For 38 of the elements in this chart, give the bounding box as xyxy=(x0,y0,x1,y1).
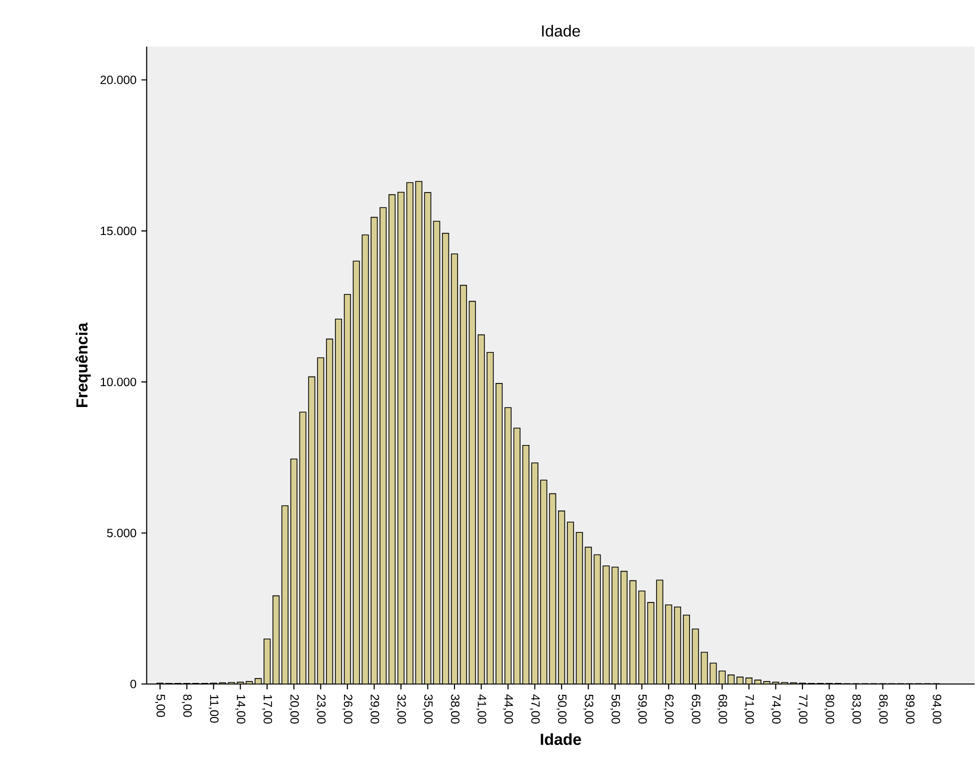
x-tick-label: 74,00 xyxy=(770,694,781,724)
x-axis-title: Idade xyxy=(540,733,582,745)
x-tick-label: 83,00 xyxy=(851,694,861,724)
x-tick-label: 77,00 xyxy=(798,694,808,724)
x-tick-label: 5,00 xyxy=(155,694,166,717)
x-tick-label: 41,00 xyxy=(476,694,486,724)
x-tick-label: 17,00 xyxy=(262,694,272,724)
x-tick-label: 65,00 xyxy=(690,694,700,724)
x-tick-label: 80,00 xyxy=(824,694,834,724)
x-tick-label: 29,00 xyxy=(369,694,380,724)
x-tick-label: 32,00 xyxy=(396,694,406,724)
x-tick-label: 50,00 xyxy=(556,694,567,724)
y-tick-label: 5.000 xyxy=(107,528,136,538)
x-tick-label: 38,00 xyxy=(450,694,460,724)
x-tick-label: 68,00 xyxy=(717,694,728,724)
x-tick-label: 94,00 xyxy=(931,694,942,724)
x-tick-label: 8,00 xyxy=(182,694,192,717)
chart-title: Idade xyxy=(542,24,580,37)
x-tick-label: 71,00 xyxy=(744,694,754,724)
y-tick-label: 15.000 xyxy=(100,226,136,236)
x-tick-label: 14,00 xyxy=(235,694,246,724)
y-axis-title: Frequência xyxy=(76,322,91,407)
x-tick-label: 23,00 xyxy=(316,694,326,724)
y-tick-label: 10.000 xyxy=(100,378,136,386)
x-tick-label: 44,00 xyxy=(503,694,513,724)
y-tick-label: 20.000 xyxy=(100,76,136,84)
x-tick-label: 35,00 xyxy=(422,694,433,724)
x-tick-label: 89,00 xyxy=(904,694,914,724)
x-tick-label: 59,00 xyxy=(636,694,647,724)
x-tick-label: 47,00 xyxy=(530,694,540,724)
x-tick-label: 26,00 xyxy=(342,694,352,724)
x-tick-label: 56,00 xyxy=(610,694,620,724)
x-tick-label: 53,00 xyxy=(583,694,594,724)
x-tick-label: 86,00 xyxy=(878,694,888,724)
y-tick-label: 0 xyxy=(130,680,136,688)
x-tick-label: 20,00 xyxy=(288,694,299,724)
x-tick-label: 11,00 xyxy=(208,694,219,723)
x-tick-label: 62,00 xyxy=(664,694,674,724)
